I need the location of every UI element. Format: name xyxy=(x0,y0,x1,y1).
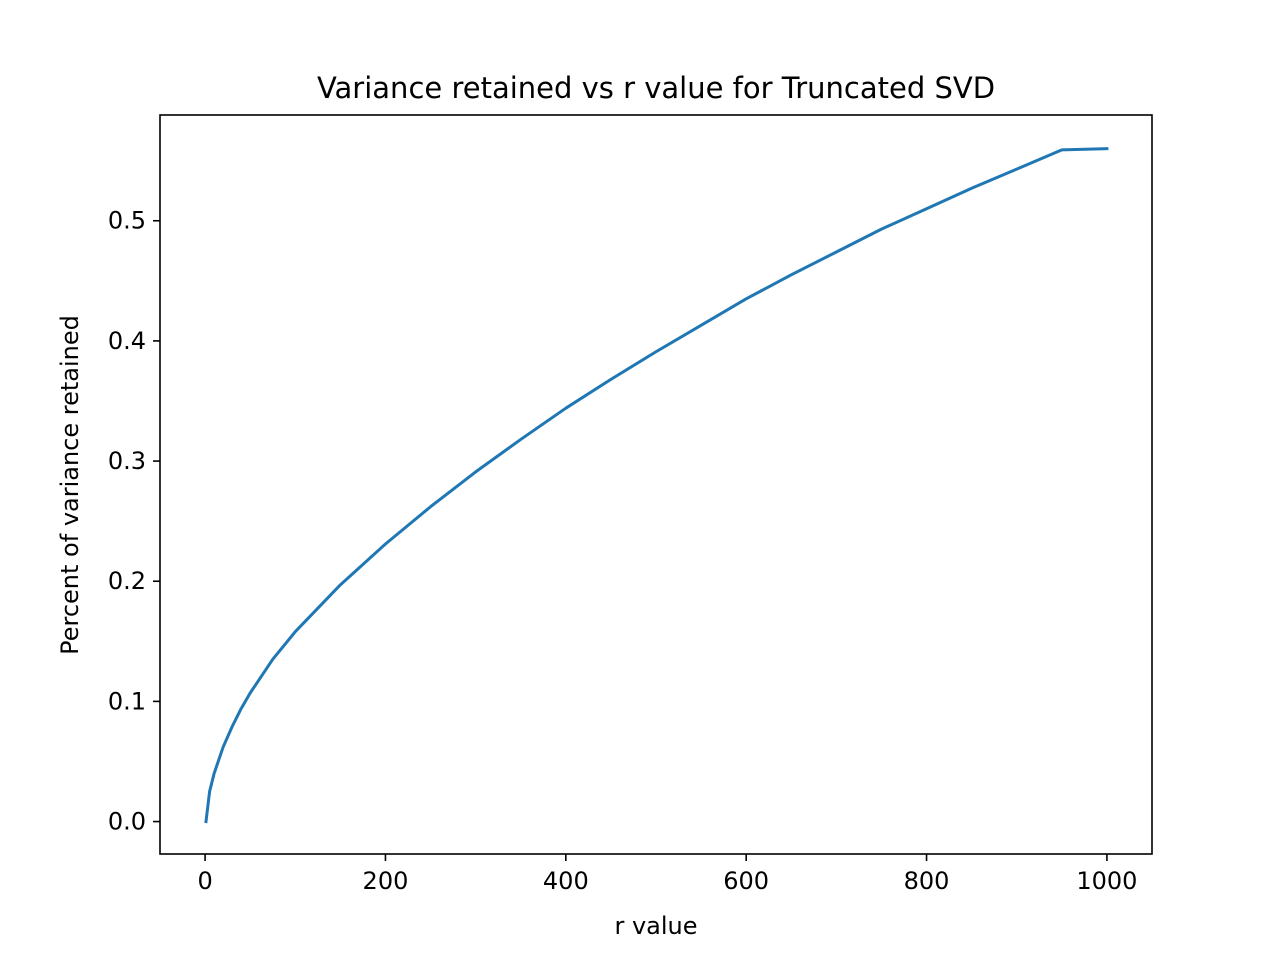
plot-frame xyxy=(159,114,1153,855)
x-tick-label: 0 xyxy=(197,867,212,895)
series-line-0 xyxy=(204,147,1109,824)
x-tick-label: 200 xyxy=(363,867,409,895)
y-tick-label: 0.4 xyxy=(108,327,146,355)
x-tick-label: 800 xyxy=(904,867,950,895)
x-axis-label: r value xyxy=(614,912,697,940)
y-tick-label: 0.0 xyxy=(108,808,146,836)
plot-area: 0 200 400 600 800 1000 0.0 0.1 0.2 0.3 0.4 0.5 xyxy=(108,114,1153,895)
x-tick-label: 1000 xyxy=(1076,867,1137,895)
y-tick-label: 0.1 xyxy=(108,687,146,715)
x-tick-label: 600 xyxy=(723,867,769,895)
y-axis-label: Percent of variance retained xyxy=(56,315,84,655)
y-tick-label: 0.2 xyxy=(108,567,146,595)
x-tick-label: 400 xyxy=(543,867,589,895)
chart-title: Variance retained vs r value for Truncat… xyxy=(317,71,995,105)
y-tick-label: 0.3 xyxy=(108,447,146,475)
y-tick-label: 0.5 xyxy=(108,207,146,235)
